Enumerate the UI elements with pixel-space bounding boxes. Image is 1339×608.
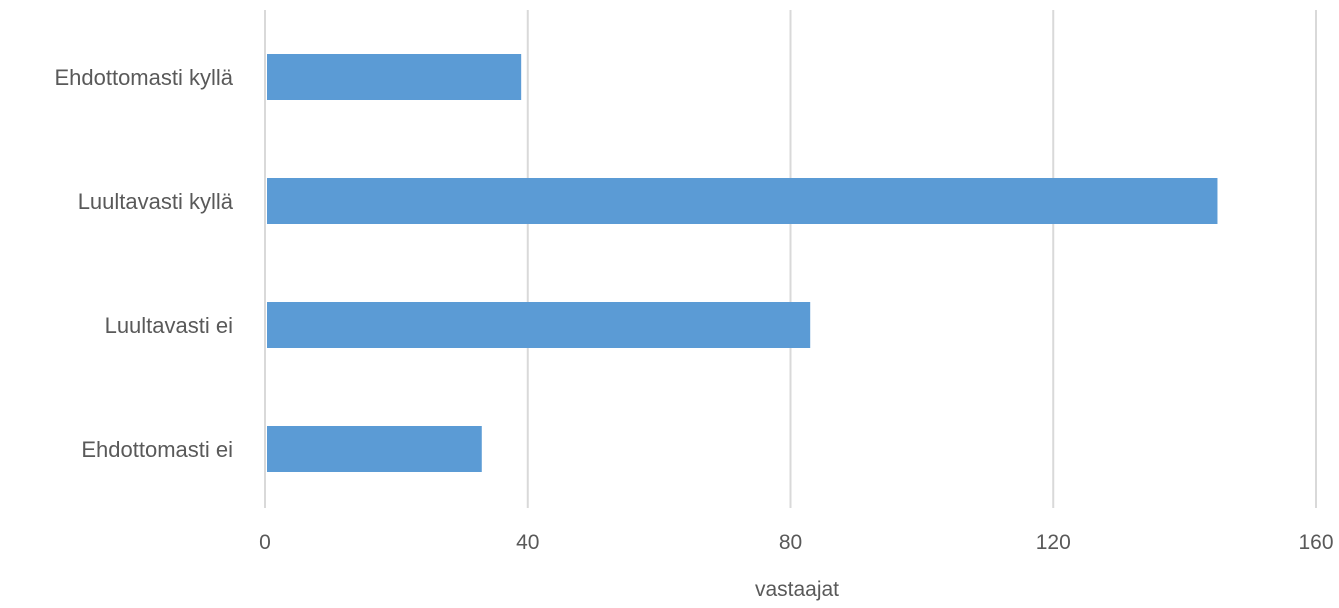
category-label: Luultavasti kyllä	[78, 189, 234, 214]
x-tick-labels: 0 40 80 120 160	[259, 531, 1333, 554]
bar	[267, 302, 811, 348]
x-tick-label: 40	[516, 531, 539, 554]
bar	[267, 54, 522, 100]
category-label: Ehdottomasti kyllä	[54, 65, 233, 90]
x-tick-label: 120	[1036, 531, 1071, 554]
x-tick-label: 160	[1298, 531, 1333, 554]
bars	[267, 54, 1218, 472]
bar	[267, 178, 1218, 224]
x-tick-label: 0	[259, 531, 271, 554]
bar	[267, 426, 482, 472]
category-label: Ehdottomasti ei	[81, 437, 233, 462]
x-tick-label: 80	[779, 531, 802, 554]
gridlines	[264, 10, 1317, 508]
x-axis-title: vastaajat	[755, 578, 839, 601]
category-label: Luultavasti ei	[105, 313, 233, 338]
category-labels: Ehdottomasti kyllä Luultavasti kyllä Luult…	[54, 65, 233, 462]
